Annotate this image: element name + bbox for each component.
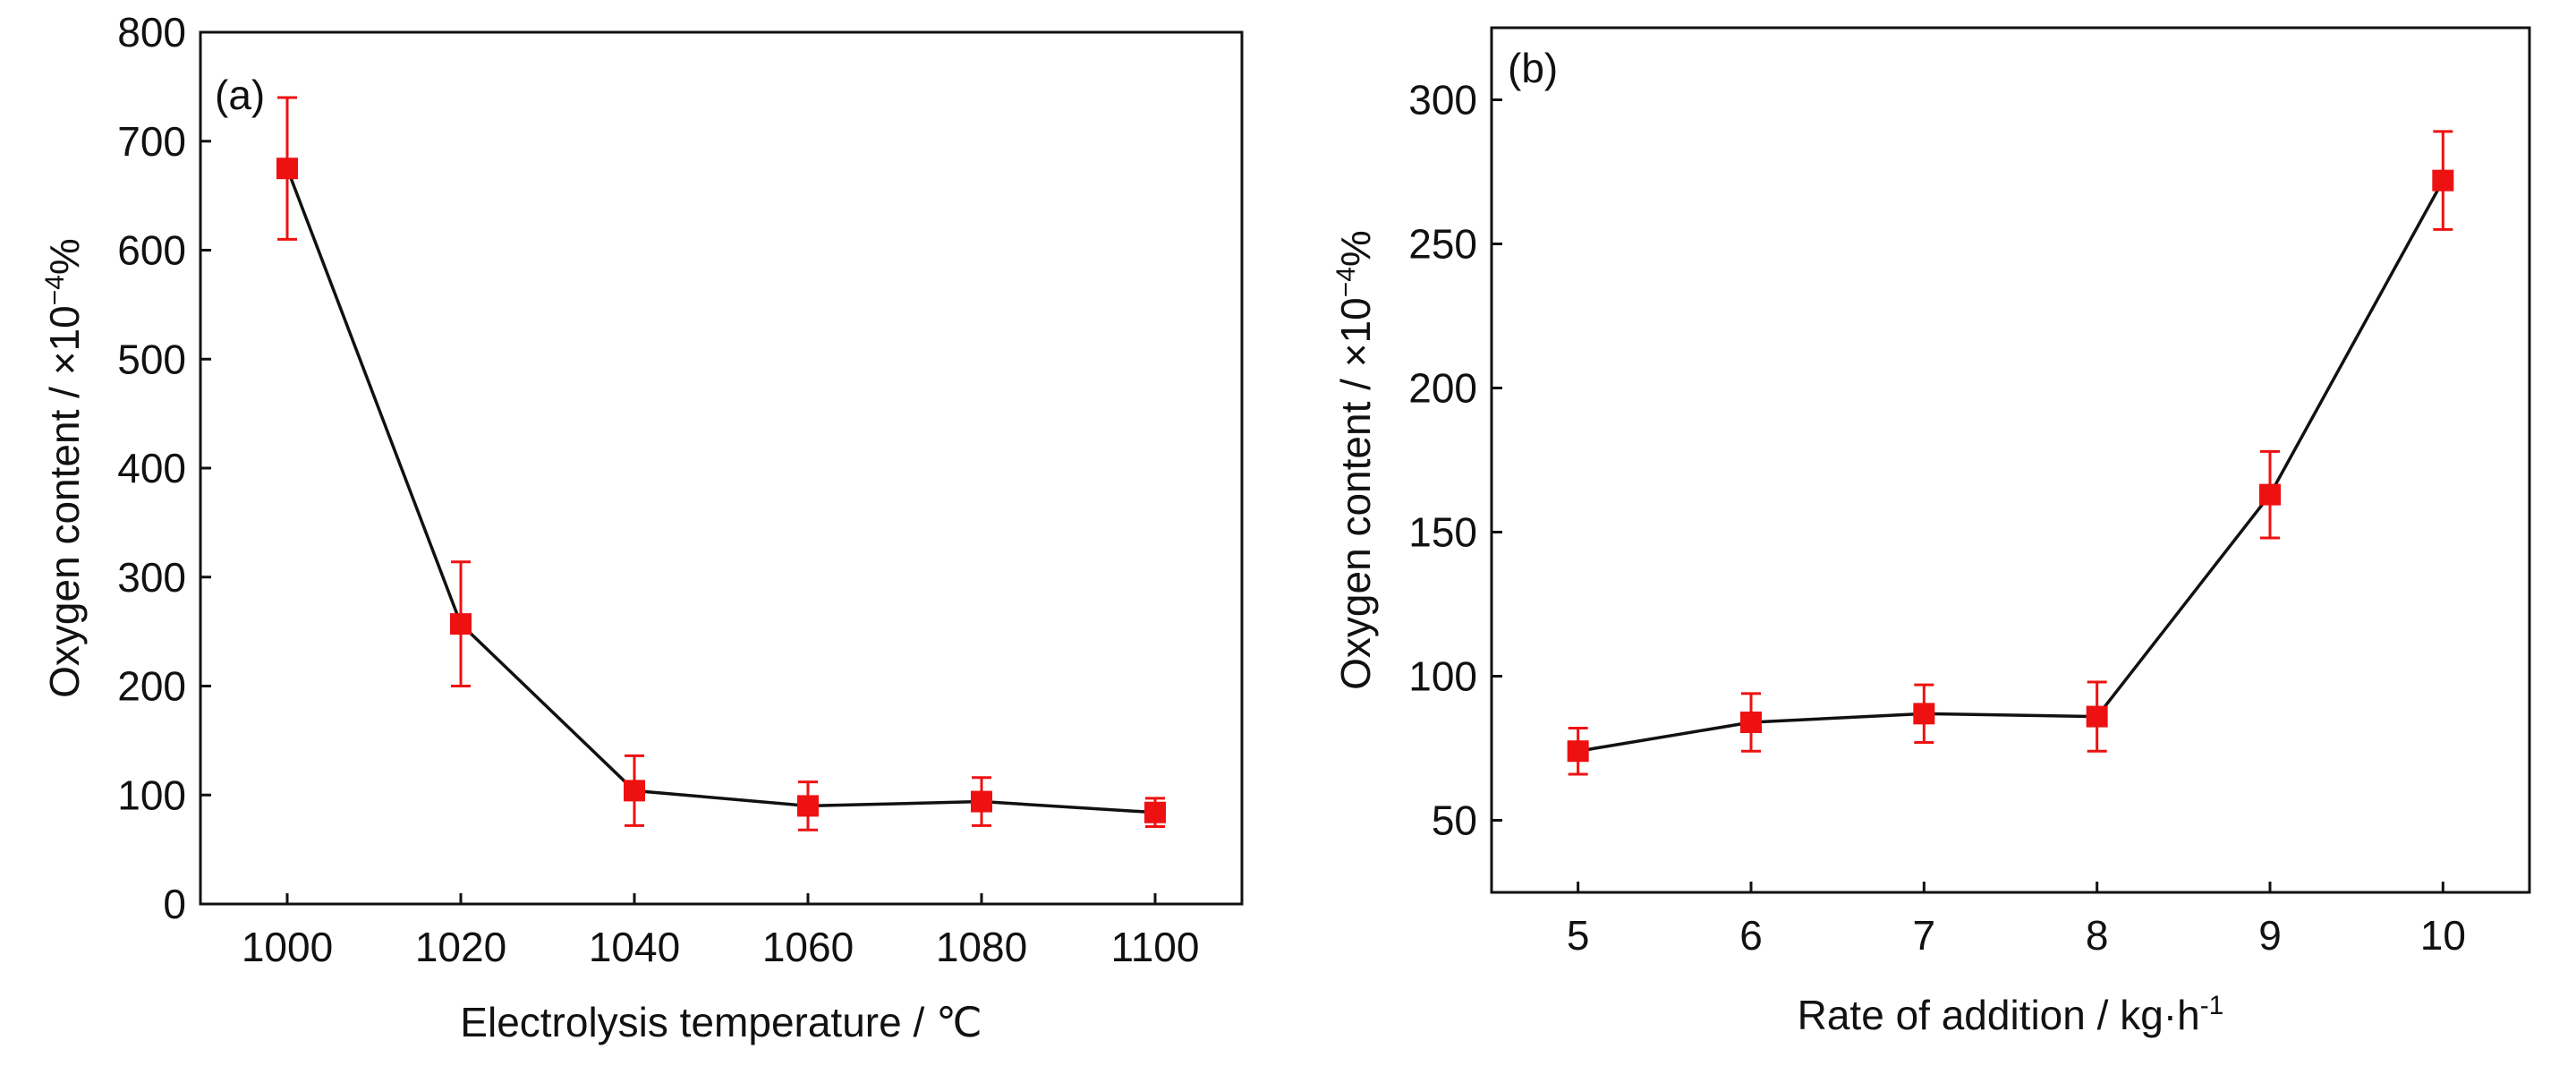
data-point bbox=[1913, 703, 1935, 725]
y-tick-label: 0 bbox=[163, 881, 186, 927]
x-tick-label: 8 bbox=[2086, 912, 2109, 959]
y-tick-label: 600 bbox=[117, 227, 186, 274]
x-axis-label-b-exp: -1 bbox=[2200, 991, 2224, 1020]
y-tick-label: 150 bbox=[1408, 509, 1477, 556]
x-tick-label: 6 bbox=[1739, 912, 1763, 959]
y-axis-label-b: Oxygen content / ×10−4% bbox=[1331, 230, 1379, 690]
x-axis-label-b: Rate of addition / kg·h-1 bbox=[1798, 991, 2224, 1038]
data-point bbox=[450, 613, 472, 635]
plot-frame-b bbox=[1490, 26, 2531, 894]
y-axis-label-a-exp: −4 bbox=[40, 275, 70, 305]
x-tick-label: 1040 bbox=[589, 924, 680, 970]
x-tick-label: 9 bbox=[2258, 912, 2282, 959]
x-tick-label: 10 bbox=[2420, 912, 2466, 959]
data-point bbox=[1740, 712, 1762, 734]
y-axis-label-b-main: Oxygen content / ×10 bbox=[1332, 297, 1379, 690]
x-tick-label: 5 bbox=[1567, 912, 1590, 959]
data-point bbox=[624, 780, 645, 802]
y-tick-label: 50 bbox=[1432, 797, 1477, 844]
y-axis-label-a-unit: % bbox=[41, 238, 88, 275]
series-line-a bbox=[285, 167, 1156, 814]
y-tick-label: 500 bbox=[117, 336, 186, 382]
y-tick-label: 200 bbox=[117, 663, 186, 710]
x-ticks-a: 1000 1020 1040 1060 1080 1100 bbox=[242, 893, 1200, 970]
y-tick-label: 300 bbox=[117, 554, 186, 601]
y-tick-label: 700 bbox=[117, 118, 186, 165]
data-point bbox=[276, 158, 298, 180]
x-axis-label-a: Electrolysis temperature / ℃ bbox=[460, 999, 982, 1045]
data-point bbox=[2086, 705, 2108, 728]
y-ticks-b: 50 100 150 200 250 300 bbox=[1408, 77, 1502, 844]
error-bars-a bbox=[277, 96, 1165, 831]
x-axis-label-b-main: Rate of addition / kg·h bbox=[1798, 992, 2200, 1038]
data-points-b bbox=[1567, 169, 2454, 763]
x-tick-label: 7 bbox=[1913, 912, 1936, 959]
y-tick-label: 100 bbox=[117, 772, 186, 818]
y-axis-label-a-main: Oxygen content / ×10 bbox=[41, 305, 88, 698]
series-line-b bbox=[1577, 179, 2444, 753]
y-tick-label: 400 bbox=[117, 445, 186, 491]
y-tick-label: 250 bbox=[1408, 221, 1477, 268]
y-tick-label: 100 bbox=[1408, 653, 1477, 700]
data-points-a bbox=[276, 158, 1166, 823]
y-axis-label-b-unit: % bbox=[1332, 230, 1379, 267]
chart-b: 50 100 150 200 250 300 5 6 7 8 9 10 (b) Rate of ad… bbox=[1331, 26, 2531, 1038]
panel-label-b: (b) bbox=[1508, 45, 1558, 91]
error-bars-b bbox=[1568, 130, 2453, 776]
data-point bbox=[2432, 169, 2454, 192]
data-point bbox=[797, 795, 819, 817]
y-tick-label: 300 bbox=[1408, 77, 1477, 124]
x-tick-label: 1060 bbox=[762, 924, 854, 970]
plot-frame-a bbox=[199, 30, 1244, 906]
x-tick-label: 1100 bbox=[1111, 924, 1200, 970]
y-axis-label-b-exp: −4 bbox=[1331, 267, 1361, 297]
y-tick-label: 800 bbox=[117, 9, 186, 55]
panel-label-a: (a) bbox=[215, 72, 265, 118]
x-tick-label: 1000 bbox=[242, 924, 333, 970]
y-axis-label-a: Oxygen content / ×10−4% bbox=[40, 238, 88, 698]
data-point bbox=[2259, 483, 2281, 506]
y-ticks-a: 0 100 200 300 400 500 600 700 800 bbox=[117, 9, 211, 927]
x-tick-label: 1020 bbox=[415, 924, 506, 970]
y-tick-label: 200 bbox=[1408, 365, 1477, 412]
data-point bbox=[971, 790, 992, 813]
data-point bbox=[1567, 740, 1589, 763]
x-tick-label: 1080 bbox=[936, 924, 1027, 970]
x-ticks-b: 5 6 7 8 9 10 bbox=[1567, 882, 2466, 959]
data-point bbox=[1144, 801, 1166, 823]
